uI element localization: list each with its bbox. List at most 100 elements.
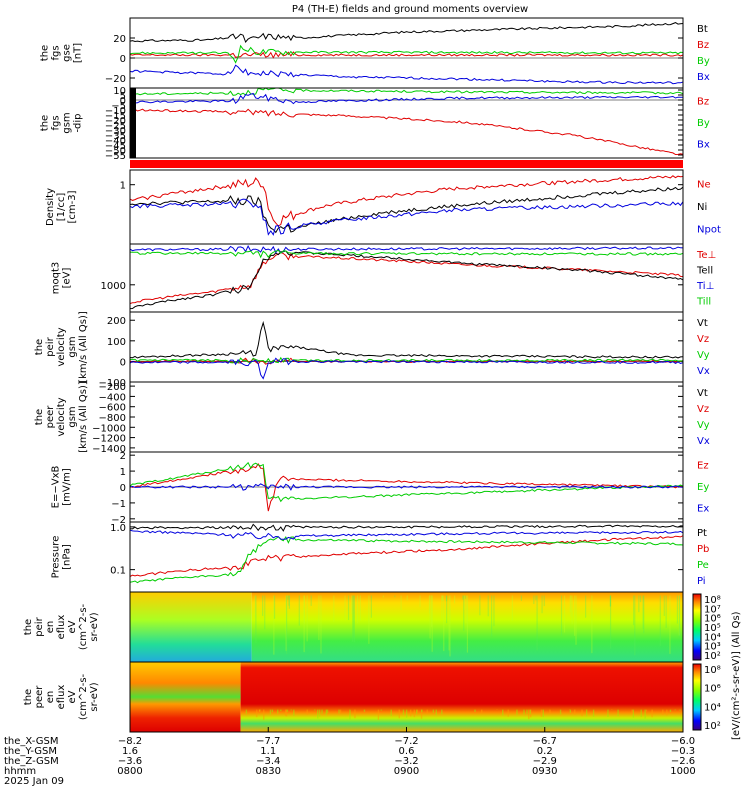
y-axis-label-line: fgs [51,115,62,130]
heatmap-region [240,662,683,732]
series-line-ey [129,461,684,503]
y-axis-label-line: fgs [51,45,62,60]
series-line-by [129,44,684,64]
x-row-label: hhmm [4,766,36,777]
heatmap-streak [441,709,443,715]
series-line-ez [129,462,683,512]
heatmap-streak [429,595,431,639]
y-axis-label: Density [1/cc] [cm-3] [45,188,78,226]
series-line-pb [129,535,684,577]
heatmap-streak [559,709,562,715]
y-tick-label: 0 [120,357,126,368]
heatmap-streak [441,595,443,620]
y-axis-label: the peir velocity gsm [km/s (All Qs)] [34,311,89,383]
heatmap-streak [431,595,433,652]
panel-4: 1000 moqt3 [eV] Te⊥ Tell Ti⊥ Till [51,243,716,313]
heatmap-streak [591,595,593,654]
x-row-value: 0.6 [399,746,415,757]
y-axis-label-line: [1/cc] [56,193,67,222]
heatmap-streak [526,709,528,714]
heatmap-streak [536,595,538,651]
y-axis-label-line: the [40,115,51,131]
y-tick-label: 20 [113,34,126,45]
y-axis-label: E=−VxB [mV/m] [51,466,73,509]
colorbar-tick-label: 10⁷ [704,604,721,615]
y-axis-label-line: (cm^2-s- [78,603,89,650]
heatmap-streak [533,595,535,605]
x-row-value: −6.7 [533,736,557,747]
y-tick-label: 0 [120,483,126,494]
heatmap-streak [314,709,316,711]
series-line-till [129,249,684,259]
y-tick-label: −15 [105,111,126,122]
heatmap-streak [569,595,571,613]
heatmap-streak [320,595,322,654]
panel-edge-marker [130,88,136,158]
colorbar-tick-label: 10⁶ [704,614,721,625]
heatmap-streak [344,595,346,621]
legend-entry: Till [696,296,711,307]
y-axis-label-line: the [23,689,34,705]
heatmap-streak [256,709,258,718]
date-label: 2025 Jan 09 [4,776,64,787]
heatmap-streak [354,709,356,719]
y-tick-label: 1 [120,181,126,192]
heatmap-streak [585,709,588,717]
heatmap-streak [419,595,421,608]
y-axis-label-line: the [34,339,45,355]
y-tick-label: −20 [105,116,126,127]
colorbar-tick-label: 10⁸ [704,595,721,606]
y-tick-label: −200 [99,382,126,393]
heatmap-streak [394,595,396,598]
x-row-value: 0800 [117,766,142,777]
legend-entry: Npot [697,225,721,236]
colorbar-tick-label: 10² [704,721,721,732]
heatmap-streak [511,595,513,621]
heatmap-streak [428,595,431,614]
x-row-value: 1.6 [122,746,138,757]
heatmap-streak [245,709,248,714]
heatmap-streak [574,709,576,715]
heatmap-streak [665,595,667,628]
panel-frame [129,311,684,383]
heatmap-streak [400,595,402,611]
y-axis-label-line: the [34,409,45,425]
legend-entry: Pb [697,544,709,555]
heatmap-streak [285,709,288,717]
heatmap-streak [669,595,671,654]
heatmap-streak [338,709,340,714]
y-axis-label-line: [eV] [62,268,73,289]
heatmap-streak [288,595,290,606]
heatmap-streak [487,595,489,617]
y-axis-label-line: peer [34,685,45,709]
heatmap-streak [569,709,572,713]
y-tick-label: −20 [105,74,126,85]
heatmap-streak [359,595,361,621]
heatmap-streak [542,709,544,718]
series-line-npot [129,198,684,236]
y-axis-label-line: sr-eV) [89,682,100,711]
legend-entry: Pe [697,560,709,571]
panel-10: 10⁸ 10⁶ 10⁴ 10² [eV/(cm²-s-sr-eV)] (All Qs) t… [23,611,742,740]
heatmap-streak [271,709,274,713]
legend-entry: Vz [697,404,709,415]
heatmap-streak [326,709,329,714]
heatmap-streak [617,709,619,717]
heatmap-streak [448,595,450,651]
x-row-value: 0930 [532,766,557,777]
heatmap-streak [286,595,289,597]
heatmap-streak [318,595,320,641]
heatmap-streak [318,709,321,717]
y-tick-label: −600 [99,403,126,414]
heatmap-streak [441,595,444,602]
heatmap-streak [421,709,423,713]
series-line-pt [129,523,683,532]
series-line-bx [130,92,684,105]
x-row-value: 0830 [256,766,281,777]
y-tick-label: −45 [105,141,126,152]
y-tick-label: 0 [120,96,126,107]
y-tick-label: 1 [120,467,126,478]
legend-entry: Vx [697,366,710,377]
